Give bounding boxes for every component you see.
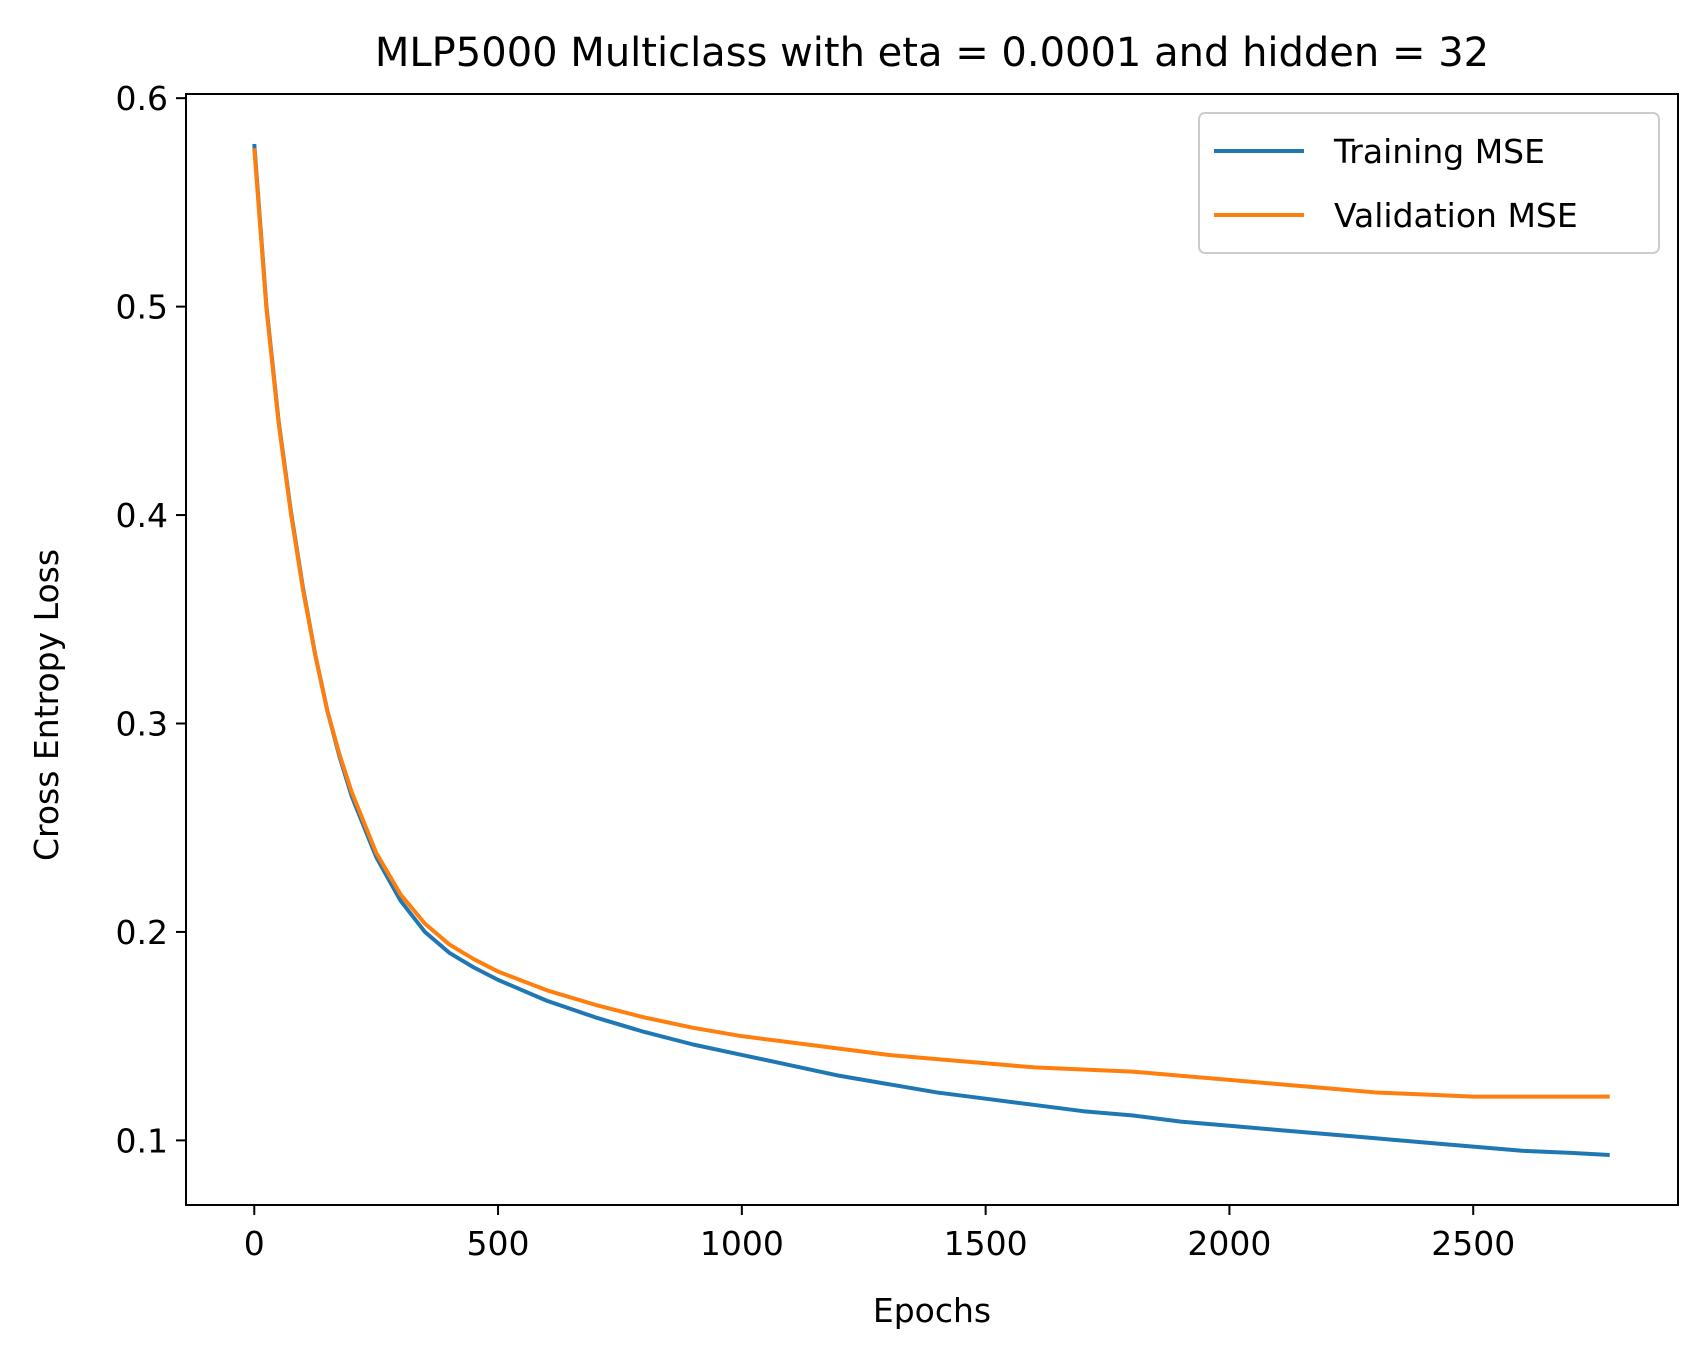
x-tick-label: 1000: [700, 1224, 784, 1263]
plot-frame: [185, 93, 1679, 1206]
legend-label: Training MSE: [1333, 132, 1545, 171]
series-line-validation-mse: [252, 148, 1610, 1099]
x-tick-label: 500: [467, 1224, 530, 1263]
y-tick-label: 0.2: [116, 913, 168, 952]
legend-box: [1198, 112, 1660, 254]
y-axis-title: Cross Entropy Loss: [27, 549, 66, 861]
x-axis-title: Epochs: [873, 1291, 991, 1330]
y-tick-label: 0.5: [116, 288, 168, 327]
y-tick-label: 0.1: [116, 1121, 168, 1160]
y-tick-label: 0.4: [116, 496, 168, 535]
series-line-training-mse: [252, 143, 1610, 1157]
plot-area: 0 500 1000 1500 2000 2500 0.1 0.2 0.3 0.4 0.5 0.6: [116, 79, 1679, 1263]
legend: Training MSE Validation MSE: [1198, 112, 1660, 254]
y-tick-label: 0.3: [116, 704, 168, 743]
x-tick-label: 1500: [944, 1224, 1028, 1263]
x-tick-label: 2500: [1431, 1224, 1515, 1263]
x-tick-label: 0: [244, 1224, 265, 1263]
chart-title: MLP5000 Multiclass with eta = 0.0001 and…: [375, 30, 1489, 76]
y-tick-label: 0.6: [116, 79, 168, 118]
legend-label: Validation MSE: [1334, 196, 1578, 235]
x-tick-label: 2000: [1187, 1224, 1271, 1263]
